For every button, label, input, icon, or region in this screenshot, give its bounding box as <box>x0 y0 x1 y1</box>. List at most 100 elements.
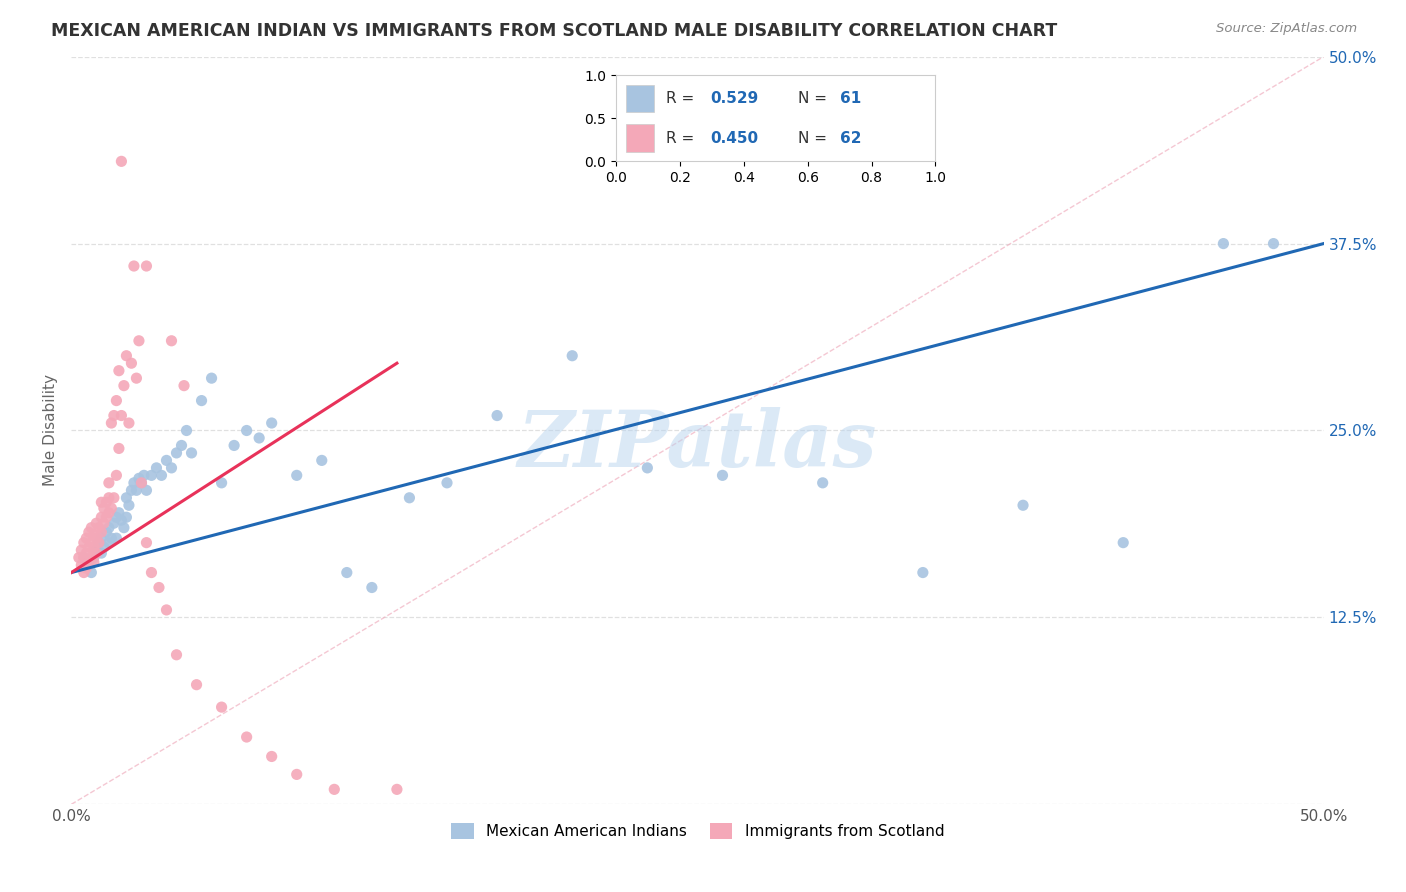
Point <box>122 475 145 490</box>
Point <box>97 506 120 520</box>
Point <box>1212 236 1234 251</box>
Point <box>811 475 834 490</box>
Point <box>90 546 112 560</box>
Point <box>118 498 141 512</box>
Point <box>186 678 208 692</box>
Point <box>77 525 100 540</box>
Point <box>90 510 112 524</box>
Point <box>100 531 122 545</box>
Point <box>180 446 202 460</box>
Point <box>141 468 163 483</box>
Point <box>260 416 283 430</box>
Text: MEXICAN AMERICAN INDIAN VS IMMIGRANTS FROM SCOTLAND MALE DISABILITY CORRELATION : MEXICAN AMERICAN INDIAN VS IMMIGRANTS FR… <box>51 22 1057 40</box>
Point <box>224 438 246 452</box>
Point <box>112 521 135 535</box>
Point <box>93 540 115 554</box>
Point <box>83 550 105 565</box>
Point <box>636 461 658 475</box>
Point <box>385 782 408 797</box>
Point <box>93 501 115 516</box>
Point <box>911 566 934 580</box>
Point <box>110 513 132 527</box>
Point <box>122 259 145 273</box>
Point <box>86 546 108 560</box>
Point <box>115 510 138 524</box>
Legend: Mexican American Indians, Immigrants from Scotland: Mexican American Indians, Immigrants fro… <box>444 817 950 846</box>
Point <box>96 495 118 509</box>
Point <box>128 471 150 485</box>
Point <box>561 349 583 363</box>
Point <box>211 475 233 490</box>
Point <box>73 566 96 580</box>
Point <box>360 581 382 595</box>
Point <box>75 531 97 545</box>
Point <box>80 566 103 580</box>
Point <box>132 468 155 483</box>
Point <box>247 431 270 445</box>
Point <box>73 535 96 549</box>
Point <box>108 506 131 520</box>
Point <box>486 409 509 423</box>
Point <box>176 424 198 438</box>
Point <box>125 371 148 385</box>
Point <box>105 393 128 408</box>
Point <box>128 334 150 348</box>
Point <box>75 546 97 560</box>
Point <box>86 543 108 558</box>
Point <box>141 566 163 580</box>
Point <box>80 550 103 565</box>
Point <box>73 550 96 565</box>
Point <box>90 495 112 509</box>
Point <box>103 409 125 423</box>
Point <box>77 558 100 572</box>
Point <box>120 483 142 498</box>
Point <box>96 510 118 524</box>
Point <box>311 453 333 467</box>
Point <box>260 749 283 764</box>
Point <box>436 475 458 490</box>
Point <box>155 453 177 467</box>
Point <box>83 528 105 542</box>
Point <box>97 535 120 549</box>
Point <box>1112 535 1135 549</box>
Point <box>235 730 257 744</box>
Point <box>118 416 141 430</box>
Point <box>148 581 170 595</box>
Point <box>103 516 125 531</box>
Point <box>112 378 135 392</box>
Point <box>108 442 131 456</box>
Point <box>77 555 100 569</box>
Point <box>105 510 128 524</box>
Text: ZIPatlas: ZIPatlas <box>517 408 877 483</box>
Point <box>80 535 103 549</box>
Point <box>1012 498 1035 512</box>
Point <box>108 364 131 378</box>
Point <box>87 535 110 549</box>
Point <box>90 525 112 540</box>
Point <box>190 393 212 408</box>
Y-axis label: Male Disability: Male Disability <box>44 375 58 486</box>
Point <box>155 603 177 617</box>
Point <box>135 259 157 273</box>
Point <box>115 349 138 363</box>
Point <box>211 700 233 714</box>
Point <box>170 438 193 452</box>
Point <box>105 468 128 483</box>
Point <box>150 468 173 483</box>
Point <box>135 535 157 549</box>
Point <box>105 531 128 545</box>
Point <box>235 424 257 438</box>
Point <box>80 521 103 535</box>
Point <box>83 540 105 554</box>
Point <box>90 531 112 545</box>
Point <box>67 550 90 565</box>
Text: Source: ZipAtlas.com: Source: ZipAtlas.com <box>1216 22 1357 36</box>
Point <box>398 491 420 505</box>
Point <box>70 543 93 558</box>
Point <box>336 566 359 580</box>
Point <box>97 491 120 505</box>
Point <box>160 334 183 348</box>
Point <box>75 561 97 575</box>
Point <box>77 540 100 554</box>
Point <box>115 491 138 505</box>
